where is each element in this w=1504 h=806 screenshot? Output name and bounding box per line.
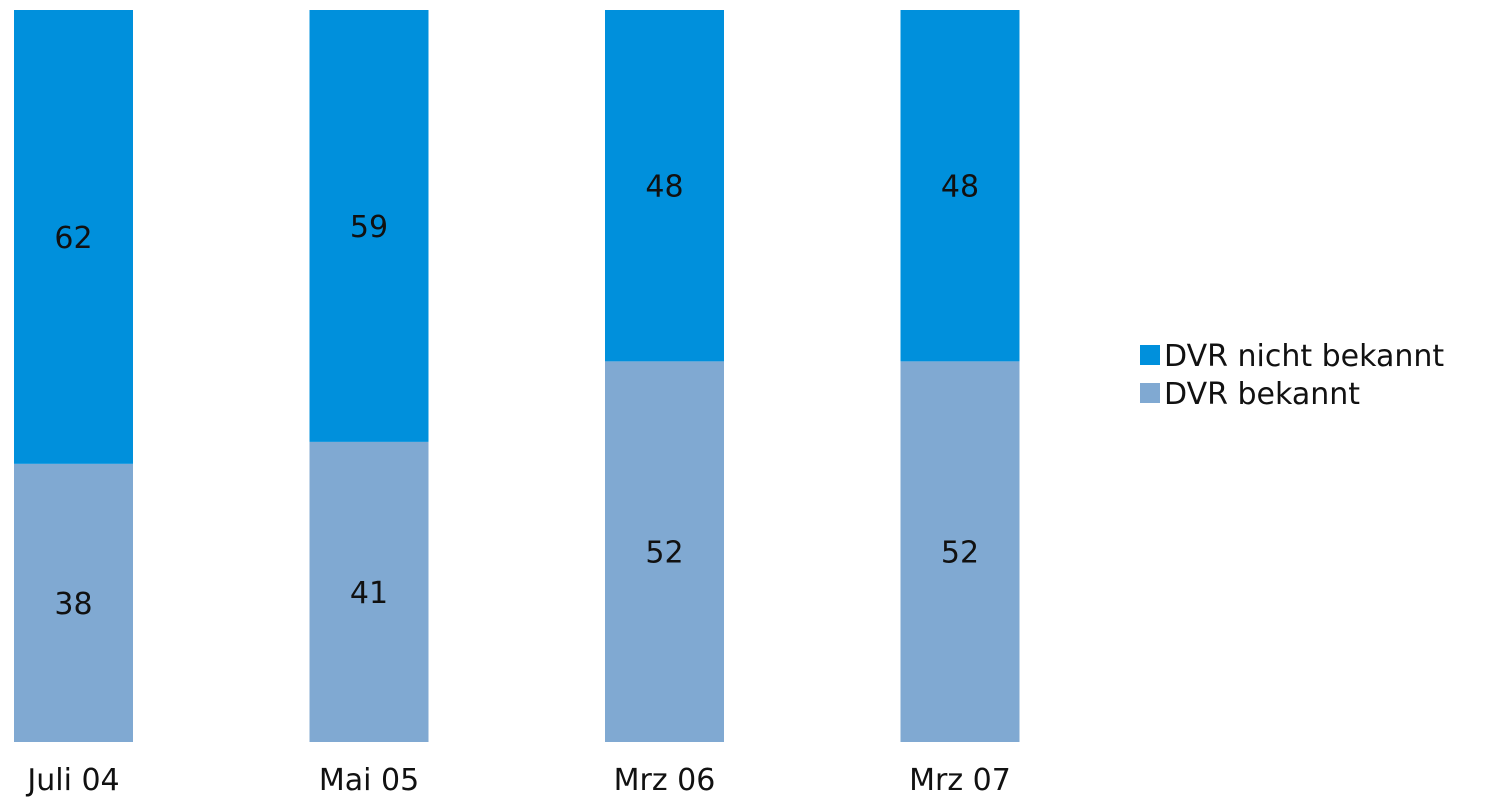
- tick-label-mrz-07: Mrz 07: [909, 763, 1011, 798]
- legend-swatch-dvr-nicht-bekannt: [1140, 345, 1160, 365]
- data-label-dvr-bekannt-juli-04: 38: [54, 587, 92, 622]
- data-label-dvr-nicht-bekannt-mai-05: 59: [350, 210, 388, 245]
- legend-label-dvr-bekannt: DVR bekannt: [1164, 377, 1360, 412]
- bar-dvr-nicht-bekannt-mai-05: [309, 10, 429, 442]
- tick-label-mrz-06: Mrz 06: [614, 763, 716, 798]
- bar-dvr-bekannt-mrz-07: [900, 361, 1020, 742]
- bars-group: [14, 10, 1020, 742]
- category-ticks-group: Juli 04 Mai 05 Mrz 06 Mrz 07: [25, 763, 1010, 798]
- legend-label-dvr-nicht-bekannt: DVR nicht bekannt: [1164, 339, 1444, 374]
- data-labels-group: 38 62 41 59 52 48 52 48: [54, 170, 979, 622]
- tick-label-juli-04: Juli 04: [25, 763, 119, 798]
- data-label-dvr-nicht-bekannt-mrz-07: 48: [941, 170, 979, 205]
- data-label-dvr-bekannt-mrz-06: 52: [645, 536, 683, 571]
- data-label-dvr-bekannt-mai-05: 41: [350, 576, 388, 611]
- bar-dvr-nicht-bekannt-mrz-06: [605, 10, 724, 362]
- tick-label-mai-05: Mai 05: [319, 763, 419, 798]
- data-label-dvr-nicht-bekannt-mrz-06: 48: [645, 170, 683, 205]
- data-label-dvr-nicht-bekannt-juli-04: 62: [54, 221, 92, 256]
- bar-dvr-nicht-bekannt-mrz-07: [900, 10, 1020, 362]
- bar-dvr-bekannt-mrz-06: [605, 361, 724, 742]
- legend-swatch-dvr-bekannt: [1140, 383, 1160, 403]
- data-label-dvr-bekannt-mrz-07: 52: [941, 536, 979, 571]
- bar-dvr-bekannt-mai-05: [309, 441, 429, 742]
- bar-dvr-nicht-bekannt-juli-04: [14, 10, 133, 464]
- bar-dvr-bekannt-juli-04: [14, 463, 133, 742]
